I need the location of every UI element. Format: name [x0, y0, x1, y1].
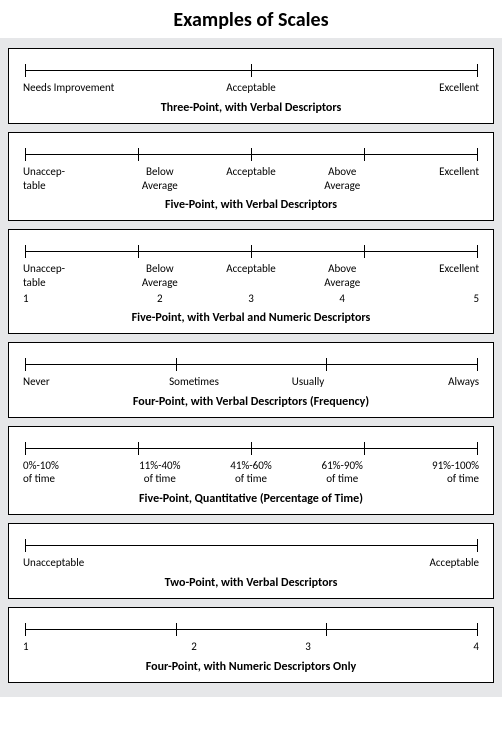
scale-tick: [477, 245, 478, 258]
scale-line: [25, 147, 477, 161]
panel-four-point-frequency: Never Sometimes Usually Always Four-Poin…: [8, 342, 494, 418]
scale-label: Never: [23, 375, 137, 389]
scale-numbers: 1 2 3 4 5: [23, 292, 479, 305]
panel-five-point-verbal: Unaccep-table BelowAverage Acceptable Ab…: [8, 132, 494, 222]
scale-label: Excellent: [388, 262, 479, 290]
page-title: Examples of Scales: [0, 0, 502, 38]
scale-caption: Four-Point, with Verbal Descriptors (Fre…: [23, 395, 479, 409]
scale-tick: [138, 245, 139, 258]
scale-bar: [25, 629, 477, 630]
scale-tick: [477, 623, 478, 636]
scale-number: 4: [297, 292, 388, 305]
scale-labels: Unacceptable Acceptable: [23, 556, 479, 570]
scale-tick: [25, 358, 26, 371]
scale-number: 5: [388, 292, 479, 305]
scale-tick: [138, 442, 139, 455]
scale-tick: [477, 358, 478, 371]
scale-label: Unacceptable: [23, 556, 251, 570]
scale-line: [25, 622, 477, 636]
scale-label: 91%-100%of time: [388, 459, 479, 487]
scale-label: AboveAverage: [297, 165, 388, 193]
panel-four-point-numeric: 1 2 3 4 Four-Point, with Numeric Descrip…: [8, 607, 494, 683]
scale-label: BelowAverage: [114, 165, 205, 193]
scale-label: 41%-60%of time: [205, 459, 296, 487]
panel-three-point: Needs Improvement Acceptable Excellent T…: [8, 48, 494, 124]
scale-label: Excellent: [388, 165, 479, 193]
scale-tick: [25, 148, 26, 161]
scale-labels: 0%-10%of time 11%-40%of time 41%-60%of t…: [23, 459, 479, 487]
scale-tick: [477, 442, 478, 455]
scale-label: 2: [137, 640, 251, 654]
scale-label: 3: [251, 640, 365, 654]
scale-tick: [326, 358, 327, 371]
scale-label: Unaccep-table: [23, 262, 114, 290]
scale-tick: [251, 64, 252, 77]
scale-label: Sometimes: [137, 375, 251, 389]
scale-label: Acceptable: [175, 81, 327, 95]
scale-number: 1: [23, 292, 114, 305]
scale-label: BelowAverage: [114, 262, 205, 290]
scale-label: 0%-10%of time: [23, 459, 114, 487]
scale-labels: Unaccep-table BelowAverage Acceptable Ab…: [23, 262, 479, 290]
scale-number: 2: [114, 292, 205, 305]
scale-label: AboveAverage: [297, 262, 388, 290]
scale-labels: 1 2 3 4: [23, 640, 479, 654]
scales-canvas: Needs Improvement Acceptable Excellent T…: [0, 38, 502, 697]
scale-tick: [326, 623, 327, 636]
panel-five-point-percentage: 0%-10%of time 11%-40%of time 41%-60%of t…: [8, 426, 494, 516]
scale-line: [25, 63, 477, 77]
panel-five-point-verbal-numeric: Unaccep-table BelowAverage Acceptable Ab…: [8, 229, 494, 334]
scale-line: [25, 357, 477, 371]
scale-label: 11%-40%of time: [114, 459, 205, 487]
scale-tick: [25, 623, 26, 636]
scale-tick: [176, 358, 177, 371]
scale-label: Acceptable: [205, 262, 296, 290]
scale-tick: [364, 245, 365, 258]
scale-caption: Five-Point, with Verbal Descriptors: [23, 198, 479, 212]
scale-line: [25, 244, 477, 258]
scale-number: 3: [205, 292, 296, 305]
scale-label: 1: [23, 640, 137, 654]
scale-line: [25, 441, 477, 455]
scale-caption: Four-Point, with Numeric Descriptors Onl…: [23, 660, 479, 674]
scale-caption: Five-Point, with Verbal and Numeric Desc…: [23, 311, 479, 325]
scale-tick: [176, 623, 177, 636]
scale-tick: [364, 148, 365, 161]
scale-labels: Needs Improvement Acceptable Excellent: [23, 81, 479, 95]
page: Examples of Scales Needs Improvement Acc…: [0, 0, 502, 697]
scale-label: 4: [365, 640, 479, 654]
scale-tick: [477, 148, 478, 161]
scale-caption: Two-Point, with Verbal Descriptors: [23, 576, 479, 590]
scale-tick: [477, 539, 478, 552]
scale-label: Always: [365, 375, 479, 389]
scale-tick: [138, 148, 139, 161]
scale-tick: [25, 245, 26, 258]
scale-tick: [251, 148, 252, 161]
scale-bar: [25, 364, 477, 365]
scale-tick: [25, 539, 26, 552]
scale-tick: [364, 442, 365, 455]
scale-line: [25, 538, 477, 552]
scale-labels: Never Sometimes Usually Always: [23, 375, 479, 389]
scale-bar: [25, 545, 477, 546]
scale-label: Excellent: [327, 81, 479, 95]
scale-tick: [251, 245, 252, 258]
scale-label: Unaccep-table: [23, 165, 114, 193]
scale-caption: Three-Point, with Verbal Descriptors: [23, 101, 479, 115]
scale-label: Acceptable: [251, 556, 479, 570]
scale-labels: Unaccep-table BelowAverage Acceptable Ab…: [23, 165, 479, 193]
scale-tick: [25, 64, 26, 77]
scale-label: Usually: [251, 375, 365, 389]
scale-tick: [251, 442, 252, 455]
scale-tick: [477, 64, 478, 77]
scale-caption: Five-Point, Quantitative (Percentage of …: [23, 492, 479, 506]
scale-label: Acceptable: [205, 165, 296, 193]
scale-tick: [25, 442, 26, 455]
scale-label: Needs Improvement: [23, 81, 175, 95]
scale-label: 61%-90%of time: [297, 459, 388, 487]
panel-two-point: Unacceptable Acceptable Two-Point, with …: [8, 523, 494, 599]
